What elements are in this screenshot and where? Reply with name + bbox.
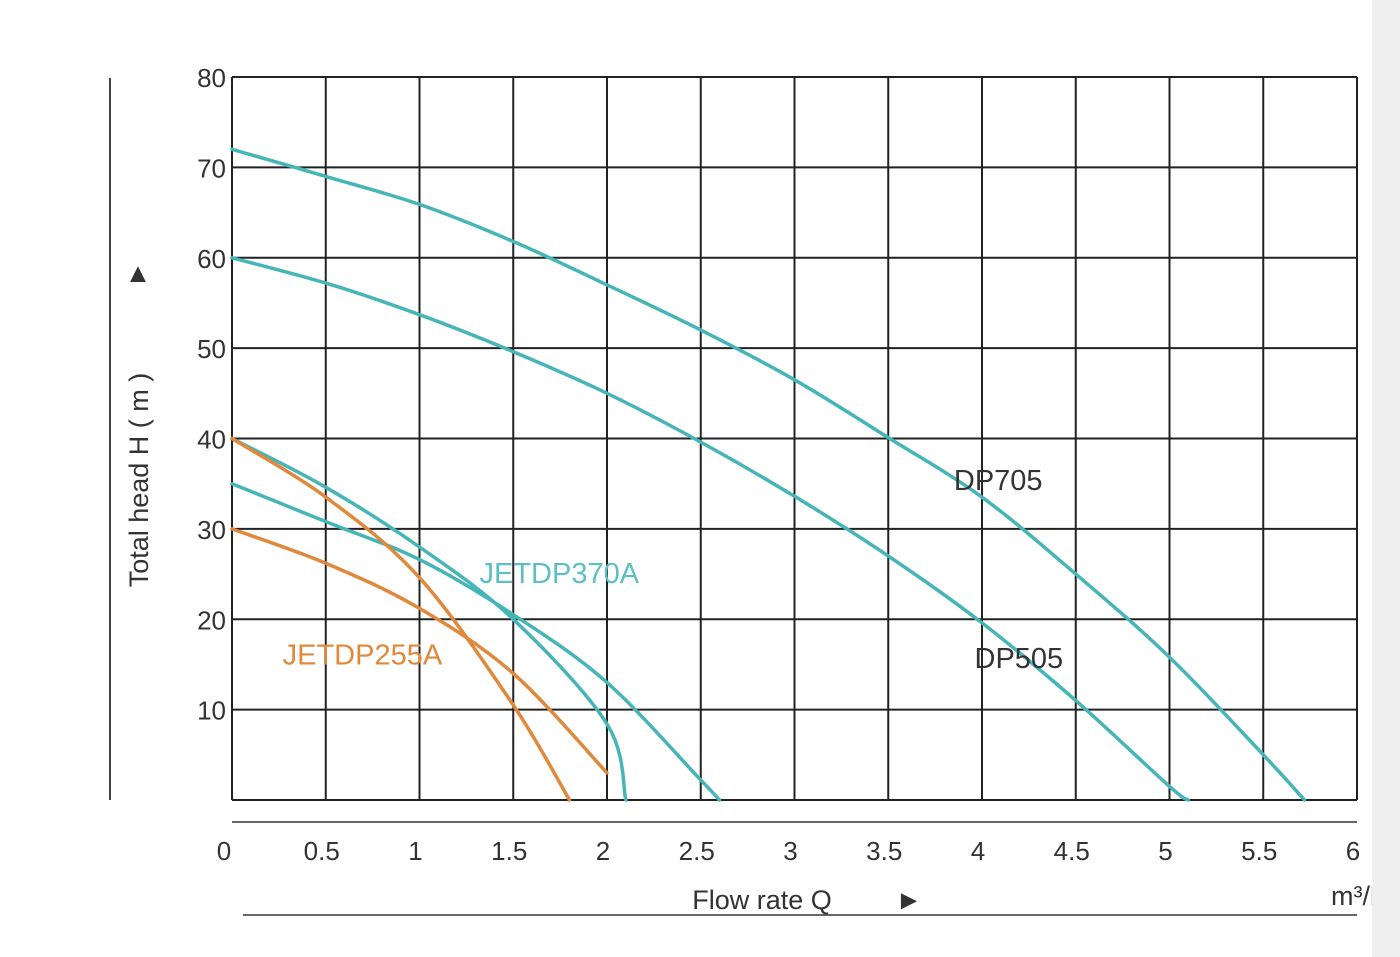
x-tick-label: 5 xyxy=(1158,836,1172,866)
right-edge-panel xyxy=(1372,0,1400,957)
series-labels: DP705 DP505 JETDP370A JETDP255A xyxy=(283,465,1064,675)
label-dp505: DP505 xyxy=(975,643,1064,675)
chart-curves xyxy=(230,147,1307,802)
curve-jetdp370a-2 xyxy=(230,481,722,802)
y-tick-label: 30 xyxy=(197,515,226,545)
y-tick-label: 40 xyxy=(197,425,226,455)
x-tick-label: 6 xyxy=(1346,836,1360,866)
curve-jetdp255a-1 xyxy=(230,436,572,802)
x-tick-label: 3 xyxy=(783,836,797,866)
x-axis-title: Flow rate Q xyxy=(692,885,832,915)
label-jetdp255a-1: JETDP255A xyxy=(283,639,443,671)
x-tick-label: 4 xyxy=(971,836,985,866)
x-tick-label: 2 xyxy=(596,836,610,866)
x-tick-label: 1 xyxy=(408,836,422,866)
y-tick-label: 20 xyxy=(197,605,226,635)
y-tick-label: 60 xyxy=(197,244,226,274)
curve-jetdp370a-1 xyxy=(230,436,628,802)
y-axis-arrow: ▲ xyxy=(125,258,152,288)
label-jetdp370a-1: JETDP370A xyxy=(480,558,640,590)
curve-dp705 xyxy=(230,147,1307,802)
x-axis-arrow: ► xyxy=(896,885,923,915)
x-tick-label: 3.5 xyxy=(866,836,902,866)
label-dp705: DP705 xyxy=(954,465,1043,497)
chart-grid xyxy=(231,76,1358,801)
curve-dp505 xyxy=(230,256,1191,802)
y-tick-label: 70 xyxy=(197,153,226,183)
x-tick-label: 5.5 xyxy=(1241,836,1277,866)
x-axis-unit: m³/h xyxy=(1331,881,1372,911)
y-tick-label: 50 xyxy=(197,334,226,364)
y-axis-title: Total head H ( m ) xyxy=(124,373,154,588)
x-tick-label: 0 xyxy=(217,836,231,866)
curve-jetdp255a-2 xyxy=(230,527,609,775)
x-tick-label: 1.5 xyxy=(491,836,527,866)
x-tick-label: 2.5 xyxy=(679,836,715,866)
axis-ticks: 0 0.5 1 1.5 2 2.5 3 3.5 4 4.5 5 5.5 6 10 20 30 40 50 60 70 8… xyxy=(197,63,1360,866)
x-tick-label: 0.5 xyxy=(304,836,340,866)
x-tick-label: 4.5 xyxy=(1054,836,1090,866)
y-tick-label: 80 xyxy=(197,63,226,93)
y-tick-label: 10 xyxy=(197,696,226,726)
